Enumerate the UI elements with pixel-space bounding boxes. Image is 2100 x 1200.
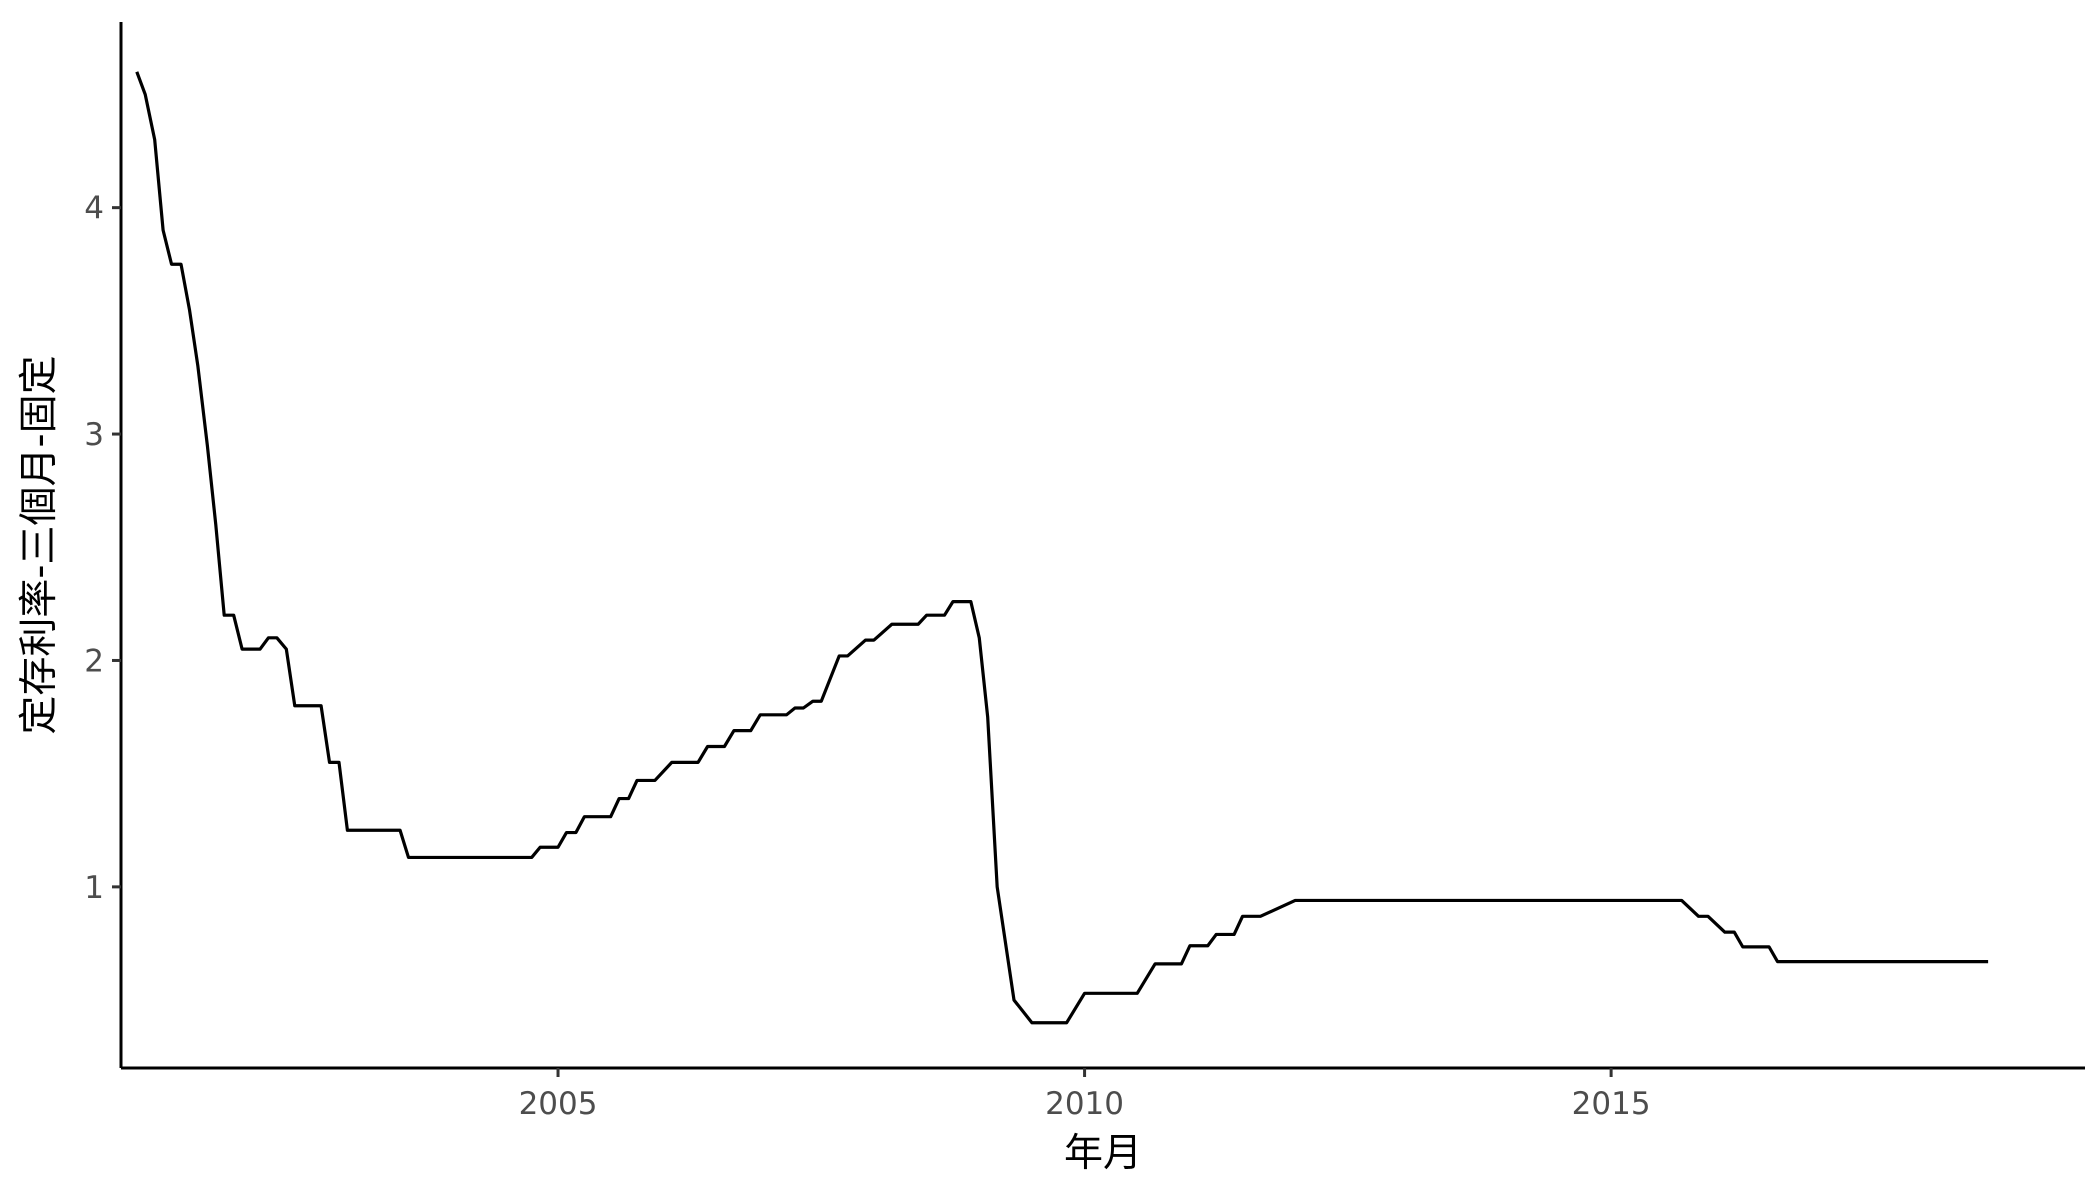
y-tick-label: 2 [84,643,104,679]
axes: 1 2 3 4 2005 2010 2015 [84,22,2085,1122]
x-axis-title: 年月 [1064,1131,1142,1176]
series-line [135,71,1989,1025]
x-axis-ticks: 2005 2010 2015 [519,1068,1651,1122]
y-axis-title: 定存利率-三個月-固定 [17,355,62,734]
y-axis-ticks: 1 2 3 4 [84,191,121,906]
y-tick-label: 3 [84,417,104,453]
y-tick-label: 4 [84,191,104,227]
plot-area [135,71,1989,1025]
x-tick-label: 2015 [1572,1086,1651,1122]
x-tick-label: 2005 [519,1086,598,1122]
y-tick-label: 1 [84,870,104,906]
x-tick-label: 2010 [1045,1086,1124,1122]
